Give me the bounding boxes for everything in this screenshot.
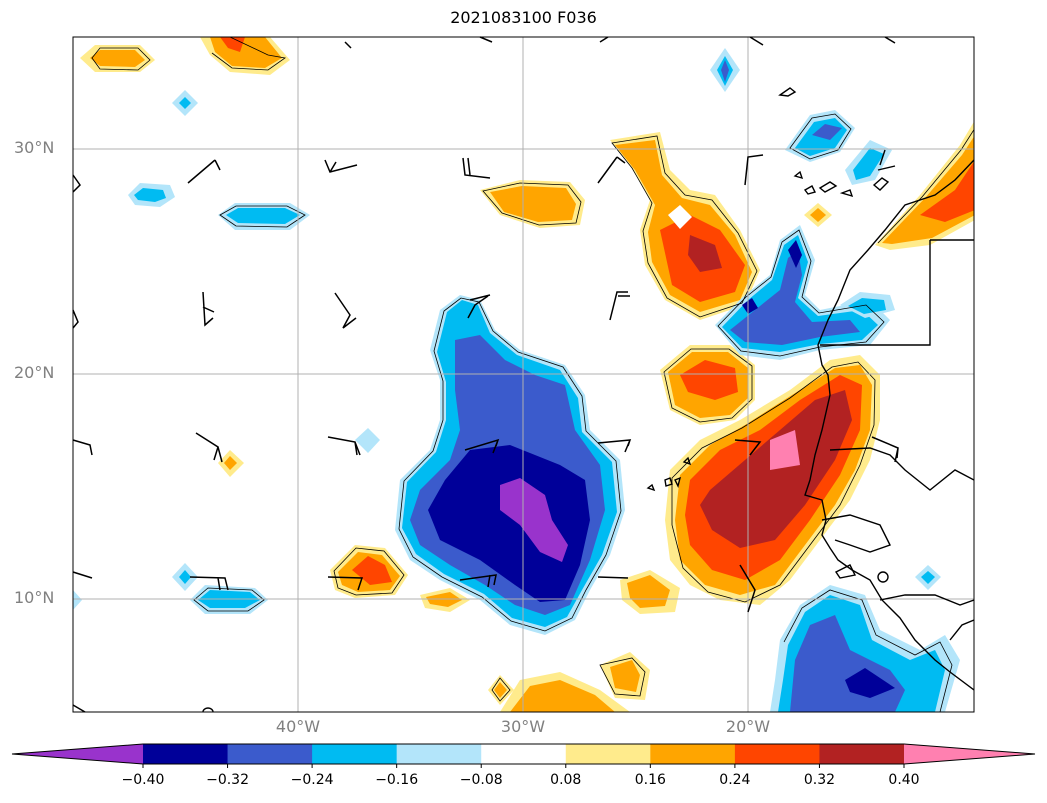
negative-anomaly-region-central [395, 295, 625, 635]
field-contours [73, 37, 974, 712]
colorbar-segment [143, 744, 229, 764]
colorbar-segment [565, 744, 651, 764]
lat-label-10n: 10°N [14, 588, 55, 607]
negative-anomaly-region-south [770, 585, 960, 712]
lat-label-30n: 30°N [14, 138, 55, 157]
colorbar-extend-high [904, 744, 1035, 764]
colorbar-tick-label: −0.40 [121, 772, 165, 788]
colorbar-segment [819, 744, 905, 764]
map-gridlines [73, 37, 974, 712]
colorbar-tick-label: 0.08 [550, 772, 582, 788]
colorbar-tick-label: −0.16 [375, 772, 419, 788]
colorbar [11, 743, 1036, 768]
colorbar-tick-label: −0.24 [290, 772, 334, 788]
colorbar-segment [227, 744, 313, 764]
coastlines [202, 87, 974, 712]
colorbar-extend-low [12, 744, 143, 764]
positive-anomaly-region-north [610, 132, 760, 320]
colorbar-tick-label: 0.24 [719, 772, 751, 788]
colorbar-tick-label: −0.08 [459, 772, 503, 788]
colorbar-tick-label: 0.40 [888, 772, 920, 788]
colorbar-tick-label: 0.32 [803, 772, 836, 788]
lon-label-40w: 40°W [275, 717, 321, 736]
lon-label-20w: 20°W [725, 717, 771, 736]
colorbar-tick-label: 0.16 [634, 772, 666, 788]
wind-barbs [72, 36, 899, 713]
map-title: 2021083100 F036 [450, 8, 597, 27]
colorbar-segment [312, 744, 398, 764]
colorbar-segment [481, 744, 567, 764]
colorbar-tick-label: −0.32 [206, 772, 249, 788]
colorbar-segment [396, 744, 482, 764]
lon-label-30w: 30°W [500, 717, 546, 736]
lat-label-20n: 20°N [14, 363, 55, 382]
map-frame [72, 36, 975, 713]
positive-anomaly-region-africa [665, 355, 880, 605]
colorbar-segment [650, 744, 736, 764]
colorbar-segment [734, 744, 820, 764]
